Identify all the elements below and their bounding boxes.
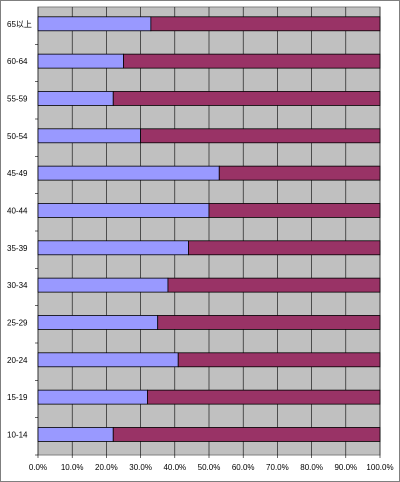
bar-segment-2 [167, 277, 381, 293]
x-tick-label: 0.0% [29, 463, 47, 472]
x-tick-label: 100.0% [366, 463, 393, 472]
bar-segment-2 [140, 128, 381, 144]
x-tick-label: 90.0% [334, 463, 357, 472]
bar-segment-1 [37, 277, 169, 293]
bar-segment-2 [177, 352, 381, 368]
category-labels: 65以上 60-64 55-59 50-54 45-49 40-44 35-39 30-34 2… [7, 20, 32, 440]
bar-segment-1 [37, 427, 114, 442]
bar-segment-1 [37, 165, 220, 181]
category-label: 40-44 [7, 206, 28, 215]
x-tick-labels: 0.0% 10.0% 20.0% 30.0% 40.0% 50.0% 60.0% 70.0% 8… [29, 463, 394, 472]
category-label: 25-29 [7, 318, 28, 327]
category-label: 20-24 [7, 356, 28, 365]
bar-segment-1 [37, 389, 148, 405]
bar-segment-2 [188, 240, 381, 256]
bar-segment-1 [37, 315, 159, 330]
bar-segment-2 [123, 53, 381, 69]
bar-segment-1 [37, 16, 152, 32]
bar-segment-1 [37, 240, 189, 256]
bar-segment-2 [112, 91, 381, 106]
x-tick-label: 60.0% [232, 463, 255, 472]
bar-segment-1 [37, 53, 124, 69]
category-label: 30-34 [7, 281, 28, 290]
bar-segment-1 [37, 128, 141, 144]
bar-segment-1 [37, 91, 114, 106]
x-tick-label: 30.0% [129, 463, 152, 472]
category-label: 60-64 [7, 57, 28, 66]
x-tick-label: 70.0% [266, 463, 289, 472]
category-label: 65以上 [7, 20, 32, 29]
x-tick-label: 10.0% [61, 463, 84, 472]
x-tick-label: 50.0% [198, 463, 221, 472]
category-label: 35-39 [7, 244, 28, 253]
category-label: 15-19 [7, 393, 28, 402]
bars [37, 16, 381, 442]
category-label: 10-14 [7, 430, 28, 439]
category-label: 50-54 [7, 132, 28, 141]
x-tick-label: 80.0% [300, 463, 323, 472]
bar-segment-1 [37, 203, 210, 218]
bar-segment-2 [208, 203, 381, 218]
axis-ticks [35, 44, 381, 458]
category-label: 45-49 [7, 169, 28, 178]
category-label: 55-59 [7, 94, 28, 103]
bar-segment-2 [150, 16, 381, 32]
bar-segment-2 [112, 427, 381, 442]
bar-segment-2 [157, 315, 381, 330]
x-tick-label: 20.0% [95, 463, 118, 472]
bar-segment-2 [218, 165, 381, 181]
bar-segment-2 [147, 389, 381, 405]
bar-segment-1 [37, 352, 179, 368]
x-tick-label: 40.0% [163, 463, 186, 472]
